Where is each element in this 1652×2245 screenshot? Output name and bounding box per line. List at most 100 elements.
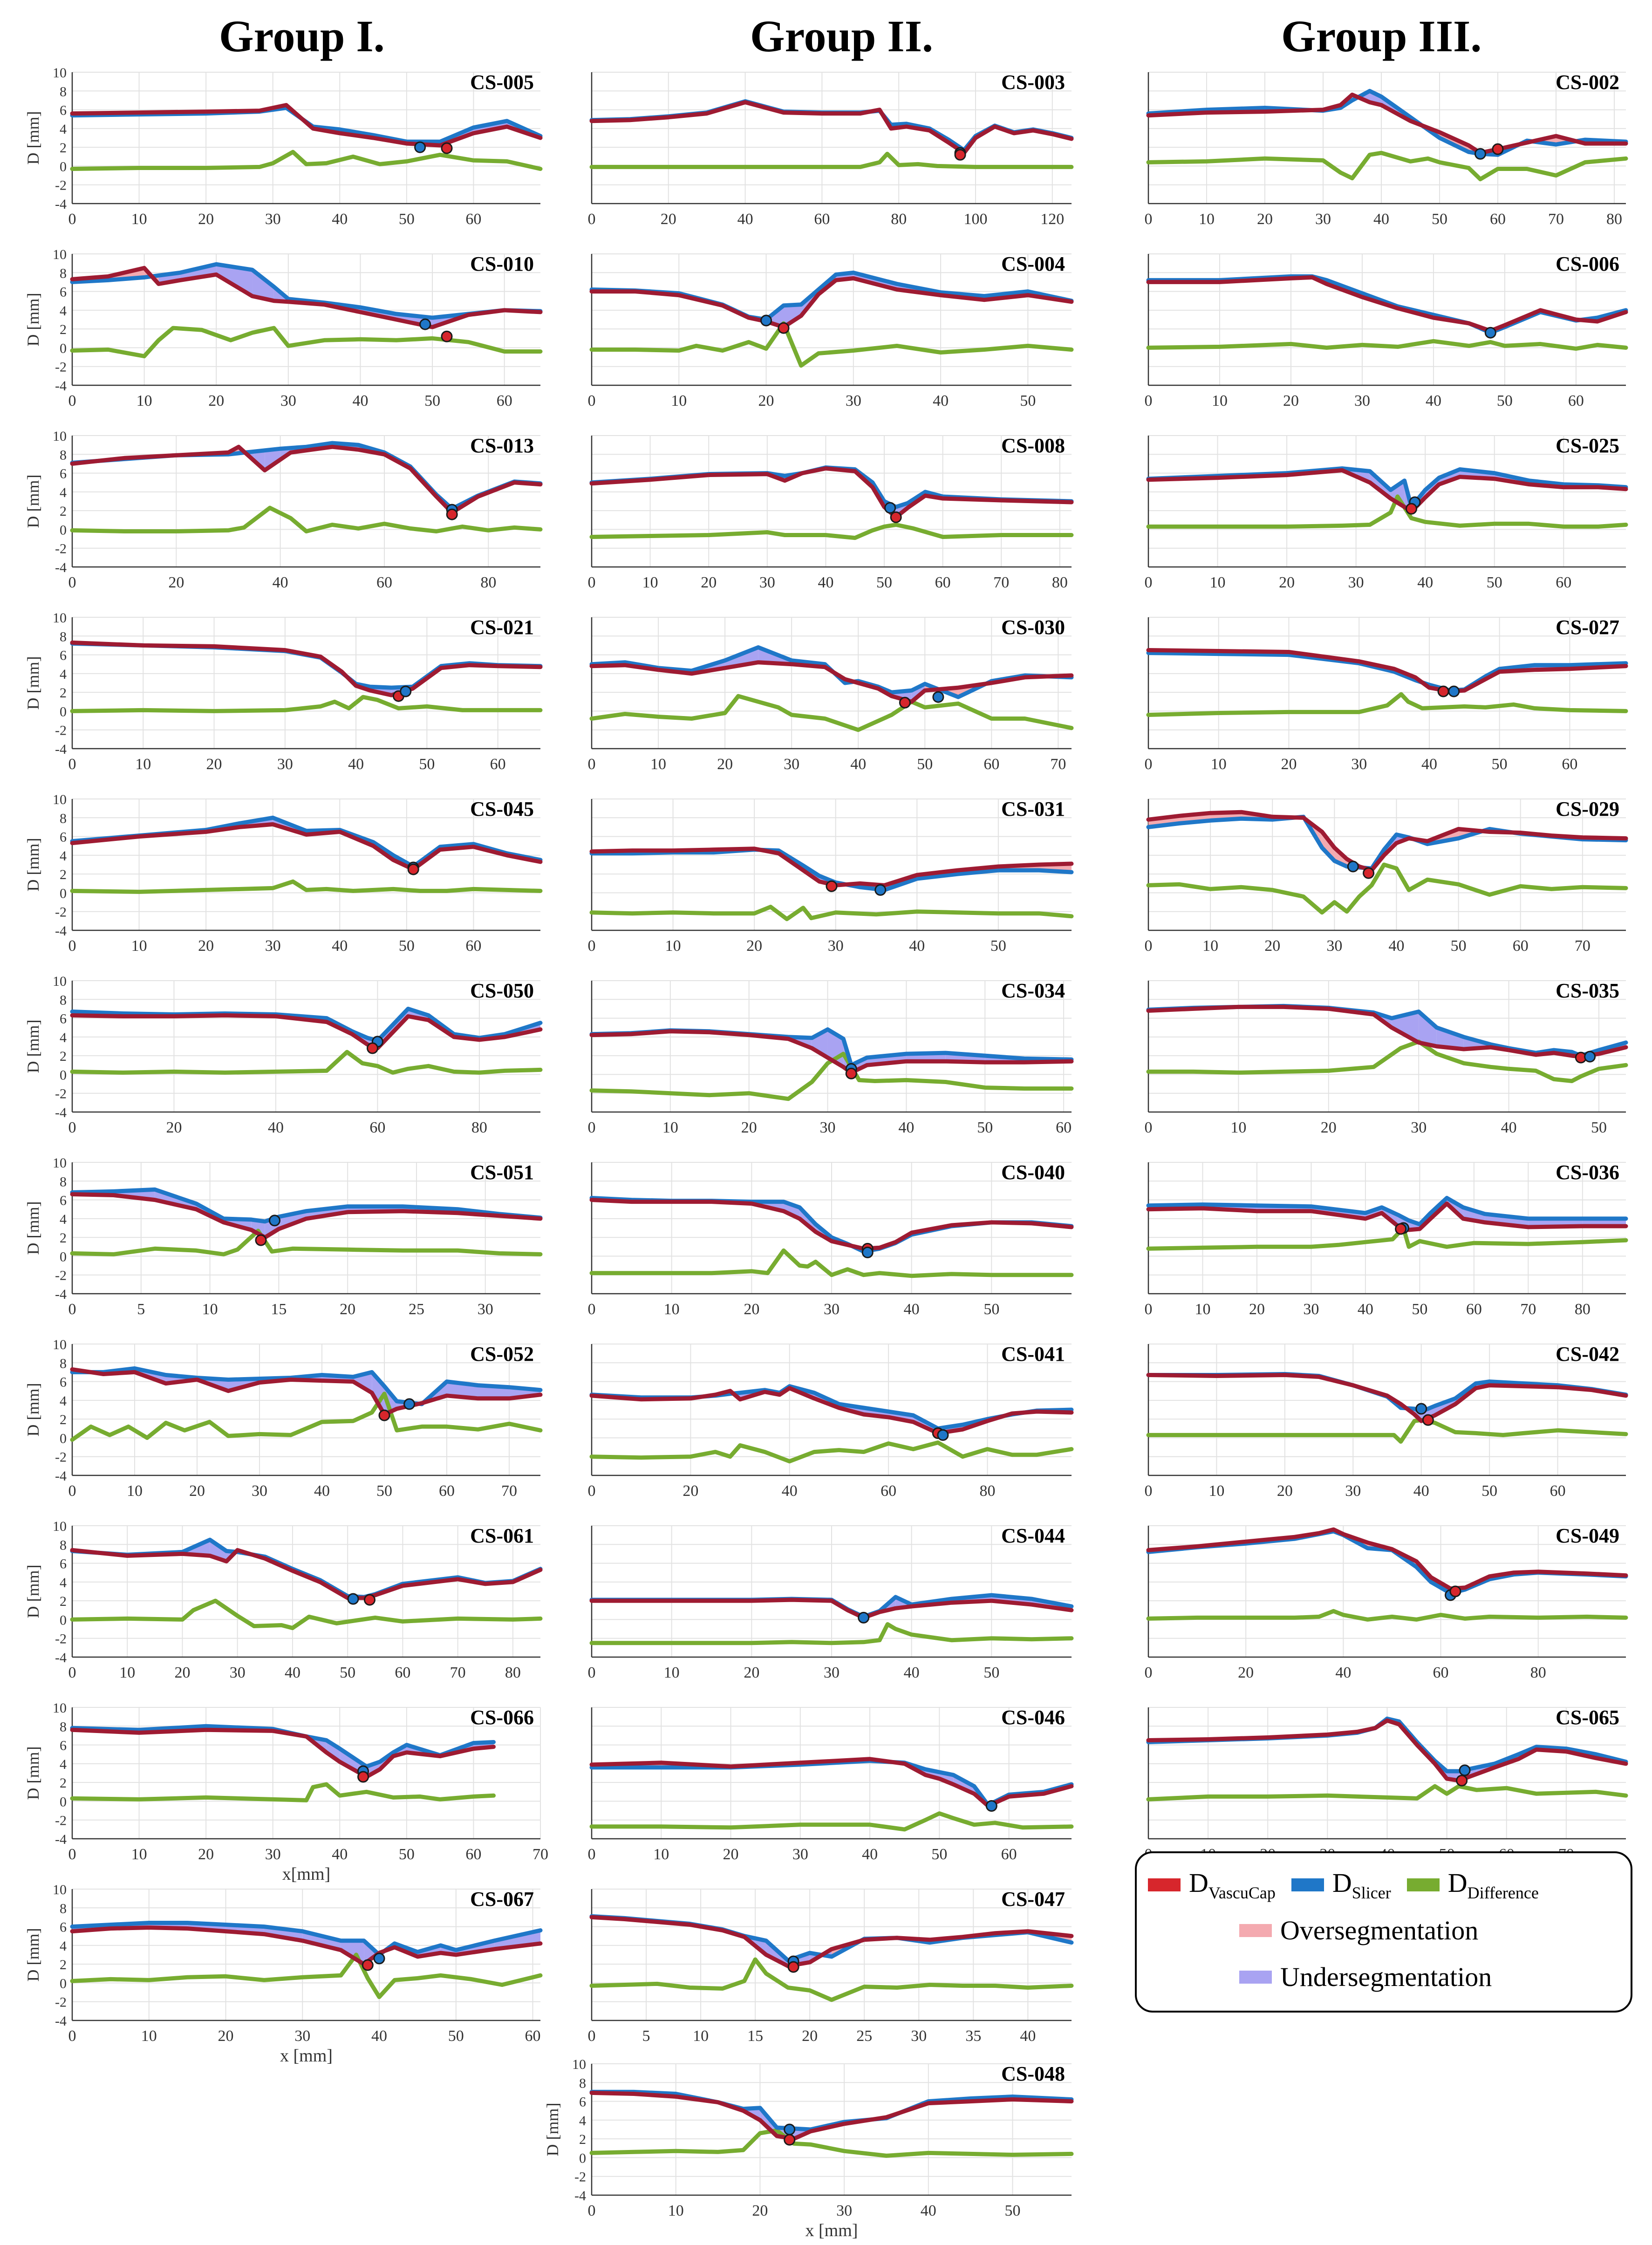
x-tick-label: 40 <box>737 211 753 228</box>
plot-area <box>72 1526 540 1657</box>
group-title-2: Group II. <box>750 11 934 61</box>
x-tick-label: 30 <box>824 1301 840 1318</box>
chart-title: CS-061 <box>470 1524 534 1547</box>
x-tick-label: 50 <box>931 1846 947 1863</box>
x-tick-label: 50 <box>424 392 440 409</box>
undersegmentation-area <box>252 270 274 301</box>
x-tick-label: 20 <box>758 392 774 409</box>
y-tick-label: -4 <box>55 378 67 394</box>
y-tick-label: 8 <box>60 811 67 826</box>
x-tick-label: 60 <box>465 211 481 228</box>
y-tick-label: 0 <box>60 886 67 901</box>
x-tick-label: 50 <box>399 1846 415 1863</box>
x-tick-label: 60 <box>465 1846 481 1863</box>
legend-oversegmentation-row: Oversegmentation <box>1239 1915 1478 1946</box>
series-line-d-difference <box>1146 692 1628 717</box>
x-tick-label: 20 <box>206 756 222 773</box>
series-line-d-difference <box>1146 494 1628 529</box>
x-tick-label: 70 <box>450 1664 466 1681</box>
x-tick-label: 70 <box>1575 937 1591 955</box>
legend-item-difference: DDifference <box>1406 1867 1539 1903</box>
legend-series-row: DVascuCap DSlicer DDifference <box>1148 1867 1539 1903</box>
y-axis-label: D [mm] <box>24 1565 42 1618</box>
x-tick-label: 40 <box>1421 756 1437 773</box>
x-tick-label: 30 <box>1315 211 1331 228</box>
series-line-d-slicer <box>70 1921 543 1957</box>
chart-title: CS-027 <box>1556 616 1619 639</box>
chart-cs-047: 0 5 10 15 20 25 30 35 40 CS-047 <box>588 1888 1074 2045</box>
x-tick-label: 60 <box>935 574 951 591</box>
x-tick-label: 20 <box>717 756 733 773</box>
y-axis-label: D [mm] <box>543 2103 562 2156</box>
min-marker-d-vascucap <box>446 508 458 520</box>
x-tick-label: 40 <box>348 756 364 773</box>
chart-title: CS-044 <box>1001 1524 1065 1547</box>
x-tick-label: 20 <box>744 1664 759 1681</box>
min-marker-d-slicer <box>858 1611 870 1624</box>
legend-d-vascucap: D <box>1189 1868 1208 1898</box>
x-tick-label: 50 <box>1005 2202 1021 2219</box>
x-tick-label: 0 <box>588 937 596 955</box>
chart-cs-021: 0 10 20 30 40 50 60 -4 -2 0 2 4 6 8 10 D [mm] CS-021 <box>24 610 543 773</box>
y-tick-label: -2 <box>55 723 67 738</box>
series-line-d-difference <box>70 879 543 894</box>
x-tick-label: 40 <box>314 1482 330 1500</box>
y-tick-label: -2 <box>55 905 67 920</box>
x-tick-label: 80 <box>1052 574 1068 591</box>
y-tick-label: -2 <box>574 2170 586 2185</box>
x-tick-label: 20 <box>701 574 717 591</box>
series-line-d-difference <box>1146 339 1628 351</box>
x-tick-label: 10 <box>1210 574 1226 591</box>
min-marker-d-slicer <box>760 314 772 327</box>
series-line-d-slicer <box>1146 1196 1628 1227</box>
series-line-d-difference <box>70 1782 496 1802</box>
x-tick-label: 60 <box>1490 211 1506 228</box>
x-tick-label: 40 <box>268 1119 284 1136</box>
x-tick-label: 60 <box>983 756 999 773</box>
x-tick-label: 60 <box>439 1482 455 1500</box>
x-tick-label: 40 <box>1413 1482 1429 1500</box>
series-line-d-vascucap <box>589 1386 1074 1435</box>
series-line-d-vascucap <box>1146 275 1628 333</box>
x-tick-label: 20 <box>208 392 224 409</box>
chart-cs-048: 0 10 20 30 40 50 -4 -2 0 2 4 6 8 10 D [mm] x [mm] CS-048 <box>543 2057 1074 2240</box>
min-marker-d-slicer <box>874 884 887 896</box>
min-marker-d-vascucap <box>845 1067 857 1079</box>
y-tick-label: 10 <box>53 65 67 81</box>
chart-title: CS-067 <box>470 1888 534 1911</box>
undersegmentation-area <box>265 449 280 471</box>
undersegmentation-area <box>326 1740 340 1762</box>
y-tick-label: 4 <box>579 2113 586 2129</box>
y-tick-label: 8 <box>60 84 67 99</box>
series-line-d-difference <box>589 1248 1074 1278</box>
y-tick-label: 4 <box>60 303 67 319</box>
series-line-d-vascucap <box>70 1192 543 1240</box>
plot-area <box>592 1707 1072 1839</box>
x-tick-label: 30 <box>265 937 281 955</box>
x-axis-label: x[mm] <box>282 1864 330 1884</box>
y-tick-label: 8 <box>60 447 67 463</box>
y-tick-label: 6 <box>60 1011 67 1027</box>
series-line-d-vascucap <box>70 1925 543 1966</box>
x-tick-label: 10 <box>662 1119 678 1136</box>
series-line-d-vascucap <box>1146 1718 1628 1783</box>
x-tick-label: 30 <box>1348 574 1364 591</box>
y-tick-label: 2 <box>579 2132 586 2147</box>
series-line-d-vascucap <box>70 103 543 148</box>
plot-area <box>1148 617 1626 749</box>
series-line-d-difference <box>1146 862 1628 915</box>
y-tick-label: 6 <box>60 1920 67 1935</box>
x-tick-label: 20 <box>752 2202 768 2219</box>
x-tick-label: 10 <box>1199 211 1215 228</box>
series-line-d-vascucap <box>589 100 1074 155</box>
y-tick-label: 6 <box>579 2095 586 2110</box>
min-marker-d-vascucap <box>1395 1223 1407 1235</box>
x-tick-label: 10 <box>1212 392 1228 409</box>
min-marker-d-vascucap <box>1449 1585 1461 1597</box>
min-marker-d-slicer <box>1448 685 1460 697</box>
y-tick-label: 4 <box>60 1757 67 1772</box>
plot-area <box>72 799 540 930</box>
x-tick-label: 20 <box>683 1482 698 1500</box>
min-marker-d-slicer <box>403 1398 416 1410</box>
legend: DVascuCap DSlicer DDifference Oversegmen… <box>1135 1851 1632 2013</box>
